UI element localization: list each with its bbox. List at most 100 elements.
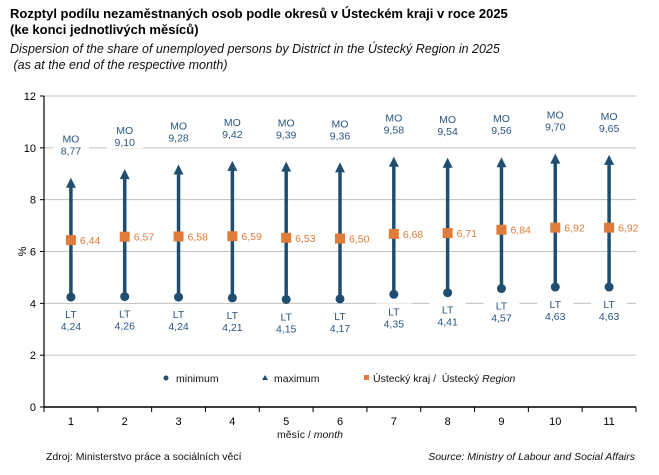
- max-district-label: MO: [601, 111, 618, 123]
- min-label-bg: [214, 306, 251, 333]
- region-value-label: 6,44: [80, 235, 101, 247]
- region-marker: [173, 231, 184, 242]
- max-marker: [119, 169, 130, 180]
- max-district-label: MO: [385, 113, 402, 125]
- min-marker: [227, 293, 237, 303]
- max-district-label: MO: [62, 134, 79, 146]
- max-marker: [281, 161, 292, 172]
- region-marker: [65, 235, 76, 246]
- region-value-label: 6,71: [457, 228, 478, 240]
- max-district-label: MO: [170, 120, 187, 132]
- x-tick-label: 8: [445, 416, 451, 428]
- min-marker: [335, 294, 345, 304]
- y-tick-label: 2: [30, 350, 36, 362]
- source-en: Source: Ministry of Labour and Social Af…: [428, 451, 635, 463]
- min-district-label: LT: [388, 306, 400, 318]
- max-marker: [604, 154, 615, 165]
- min-district-label: LT: [442, 305, 454, 317]
- min-value-label: 4,21: [222, 322, 243, 334]
- max-value-label: 9,58: [384, 125, 405, 137]
- region-marker: [227, 231, 238, 242]
- region-value-label: 6,58: [188, 231, 209, 243]
- max-district-label: MO: [547, 110, 564, 122]
- max-value-label: 8,77: [61, 146, 82, 158]
- y-tick-label: 6: [30, 247, 36, 259]
- max-marker: [550, 153, 561, 164]
- min-label-bg: [160, 306, 197, 333]
- x-tick-label: 9: [498, 416, 504, 428]
- legend-max-marker: [262, 375, 268, 380]
- chart-subtitle: Dispersion of the share of unemployed pe…: [10, 41, 500, 73]
- min-value-label: 4,24: [61, 321, 82, 333]
- max-value-label: 9,56: [491, 125, 512, 137]
- x-tick-label: 2: [122, 416, 128, 428]
- max-label-bg: [483, 110, 520, 137]
- max-marker: [227, 160, 238, 171]
- legend-min-marker: [163, 375, 169, 381]
- max-label-bg: [537, 106, 574, 133]
- max-label-bg: [106, 122, 143, 149]
- max-value-label: 9,54: [437, 126, 458, 138]
- max-marker: [65, 177, 76, 188]
- region-marker: [119, 231, 130, 242]
- x-tick-label: 3: [175, 416, 181, 428]
- max-marker: [388, 156, 399, 167]
- legend-max-label: maximum: [274, 373, 320, 385]
- min-marker: [281, 294, 291, 304]
- max-value-label: 9,70: [545, 122, 566, 134]
- max-value-label: 9,39: [276, 130, 297, 142]
- x-tick-label: 7: [391, 416, 397, 428]
- max-value-label: 9,28: [168, 132, 189, 144]
- max-district-label: MO: [278, 118, 295, 130]
- max-label-bg: [268, 114, 305, 141]
- region-value-label: 6,57: [134, 232, 155, 244]
- min-district-label: LT: [227, 310, 239, 322]
- title-line-1: Rozptyl podílu nezaměstnaných osob podle…: [10, 6, 508, 21]
- min-label-bg: [483, 297, 520, 324]
- min-marker: [443, 288, 453, 298]
- max-value-label: 9,10: [115, 137, 136, 149]
- min-value-label: 4,26: [115, 321, 136, 333]
- region-marker: [335, 233, 345, 244]
- chart-title: Rozptyl podílu nezaměstnaných osob podle…: [10, 6, 508, 38]
- max-marker: [335, 162, 345, 173]
- x-tick-label: 11: [603, 416, 614, 428]
- region-marker: [281, 232, 292, 243]
- region-marker: [388, 228, 399, 239]
- legend-region-marker: [364, 375, 369, 380]
- x-tick-label: 6: [337, 416, 343, 428]
- min-label-bg: [268, 308, 305, 335]
- region-value-label: 6,68: [403, 229, 424, 241]
- region-marker: [550, 222, 561, 233]
- y-tick-label: 12: [24, 91, 36, 103]
- max-marker: [442, 157, 453, 168]
- min-value-label: 4,63: [545, 311, 566, 323]
- min-marker: [389, 289, 399, 299]
- max-district-label: MO: [116, 125, 133, 137]
- min-marker: [550, 282, 560, 292]
- max-label-bg: [375, 109, 412, 136]
- x-tick-label: 1: [68, 416, 74, 428]
- source-cz: Zdroj: Ministerstvo práce a sociálních v…: [46, 451, 242, 463]
- region-value-label: 6,53: [295, 233, 316, 245]
- min-value-label: 4,35: [384, 318, 405, 330]
- min-label-bg: [52, 306, 89, 333]
- min-district-label: LT: [65, 309, 77, 321]
- subtitle-line-1: Dispersion of the share of unemployed pe…: [10, 42, 500, 56]
- y-axis-label: %: [17, 246, 29, 256]
- min-district-label: LT: [119, 309, 131, 321]
- min-district-label: LT: [334, 311, 346, 323]
- max-district-label: MO: [332, 118, 349, 130]
- region-marker: [496, 224, 507, 235]
- min-value-label: 4,24: [168, 321, 189, 333]
- min-label-bg: [429, 301, 466, 328]
- max-label-bg: [591, 107, 628, 134]
- max-marker: [173, 164, 184, 175]
- min-district-label: LT: [550, 299, 562, 311]
- min-label-bg: [322, 307, 358, 334]
- max-label-bg: [160, 117, 197, 144]
- min-label-bg: [375, 303, 412, 330]
- max-value-label: 9,42: [222, 129, 243, 141]
- title-line-2: (ke konci jednotlivých měsíců): [10, 22, 199, 37]
